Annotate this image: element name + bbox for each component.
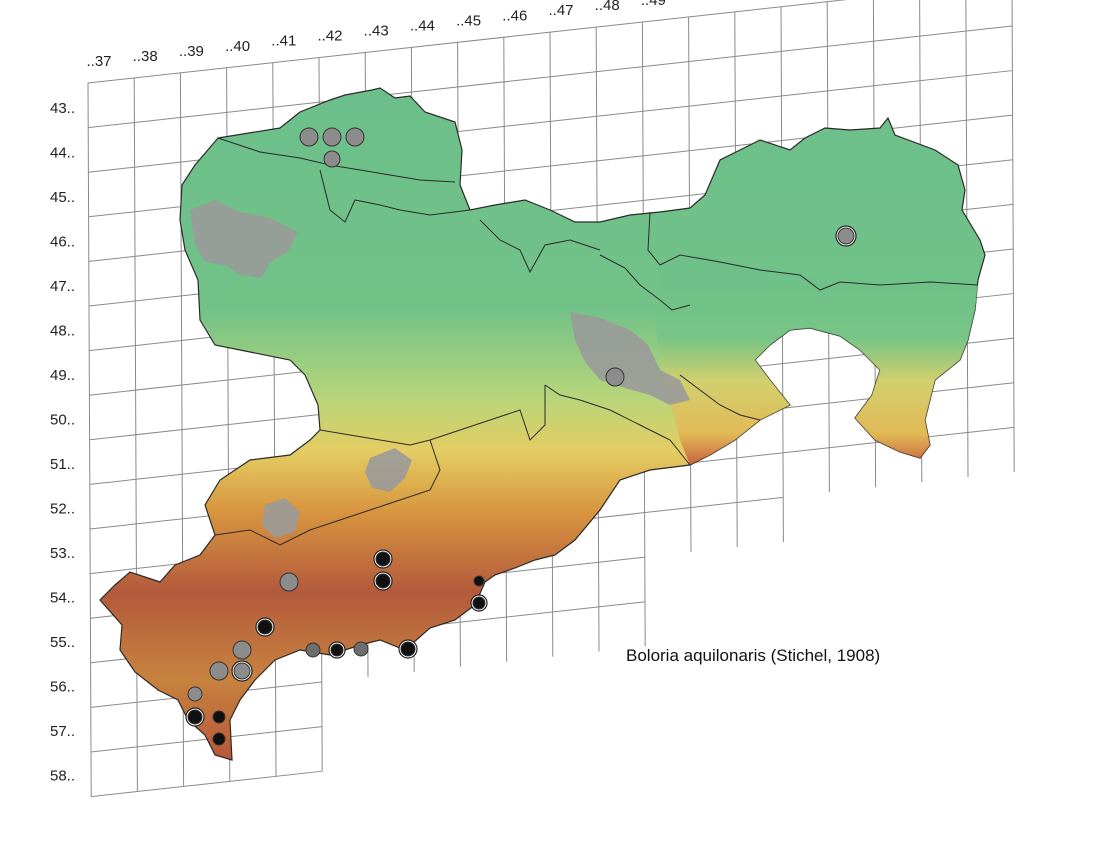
row-label: 45..: [50, 189, 75, 206]
row-label: 46..: [50, 234, 75, 251]
record-marker: [257, 619, 273, 635]
record-marker: [375, 573, 391, 589]
row-label: 53..: [50, 545, 75, 562]
row-labels: 43.. 44.. 45.. 46.. 47.. 48.. 49.. 50.. 51.. 52..…: [50, 100, 75, 785]
row-label: 47..: [50, 278, 75, 295]
record-marker: [209, 661, 229, 681]
column-label: ..46: [502, 7, 527, 24]
column-label: ..48: [595, 0, 620, 14]
column-labels: ..37 ..38 ..39 ..40 ..41 ..42 ..43 ..44 ..45 ..46…: [86, 0, 712, 70]
urban-area-chemnitz: [365, 448, 412, 492]
row-label: 54..: [50, 590, 75, 607]
record-marker: [400, 641, 416, 657]
species-title: Boloria aquilonaris (Stichel, 1908): [626, 646, 881, 665]
row-label: 58..: [50, 768, 75, 785]
urban-area-dresden: [570, 312, 690, 405]
urban-area-leipzig: [190, 200, 298, 278]
row-label: 50..: [50, 412, 75, 429]
column-label: ..37: [86, 53, 111, 70]
row-label: 43..: [50, 100, 75, 117]
row-label: 52..: [50, 501, 75, 518]
record-marker: [232, 640, 252, 660]
column-label: ..38: [133, 48, 158, 65]
column-label: ..39: [179, 43, 204, 60]
record-marker: [472, 596, 486, 610]
row-label: 51..: [50, 456, 75, 473]
grid-row-line: [91, 770, 323, 798]
record-marker: [605, 367, 625, 387]
column-label: ..41: [271, 33, 296, 50]
row-label: 48..: [50, 323, 75, 340]
district-borders: [214, 137, 979, 546]
urban-area-zwickau: [262, 498, 300, 538]
occurrence-records: [185, 127, 857, 746]
record-marker: [375, 551, 391, 567]
column-label: ..45: [456, 12, 481, 29]
column-label: ..42: [317, 28, 342, 45]
record-marker: [212, 732, 226, 746]
record-marker: [323, 150, 341, 168]
row-label: 57..: [50, 723, 75, 740]
record-marker: [330, 643, 344, 657]
column-label: ..47: [548, 2, 573, 19]
row-label: 56..: [50, 679, 75, 696]
record-marker: [212, 710, 226, 724]
column-label: ..50: [687, 0, 712, 4]
column-label: ..44: [410, 17, 435, 34]
record-marker: [322, 127, 342, 147]
grid-col-line: [87, 82, 92, 797]
column-label: ..49: [641, 0, 666, 9]
column-label: ..40: [225, 38, 250, 55]
record-marker: [345, 127, 365, 147]
record-marker: [279, 572, 299, 592]
record-marker: [233, 662, 251, 680]
row-label: 55..: [50, 634, 75, 651]
record-marker: [187, 709, 203, 725]
record-marker: [353, 641, 369, 657]
record-marker: [305, 642, 321, 658]
row-label: 49..: [50, 367, 75, 384]
record-marker: [837, 227, 855, 245]
record-marker: [299, 127, 319, 147]
record-marker: [473, 575, 485, 587]
grid-col-line: [1011, 0, 1015, 472]
row-label: 44..: [50, 145, 75, 162]
column-label: ..43: [364, 23, 389, 40]
state-territory: [99, 87, 986, 761]
record-marker: [187, 686, 203, 702]
